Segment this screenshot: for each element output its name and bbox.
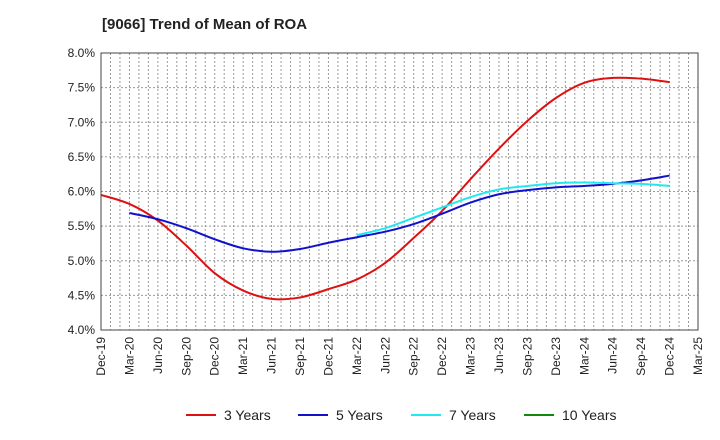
legend-label-10-years: 10 Years: [562, 407, 617, 423]
y-tick-label: 6.0%: [68, 185, 96, 199]
x-tick-label: Mar-21: [236, 337, 250, 375]
x-tick-label: Dec-21: [321, 337, 335, 376]
legend-label-7-years: 7 Years: [449, 407, 496, 423]
x-tick-label: Sep-21: [293, 337, 307, 376]
chart-title: [9066] Trend of Mean of ROA: [102, 16, 308, 33]
x-tick-label: Sep-22: [407, 337, 421, 376]
x-tick-label: Dec-22: [435, 337, 449, 376]
x-tick-label: Dec-23: [549, 337, 563, 376]
x-tick-label: Dec-24: [663, 337, 677, 376]
x-tick-label: Sep-24: [634, 337, 648, 376]
x-tick-label: Dec-19: [94, 337, 108, 376]
x-tick-label: Mar-20: [122, 337, 136, 375]
y-tick-label: 6.5%: [68, 150, 96, 164]
y-axis: 4.0% 4.5% 5.0% 5.5% 6.0% 6.5% 7.0% 7.5% 8.0%: [68, 46, 96, 337]
y-tick-label: 8.0%: [68, 46, 96, 60]
legend: 3 Years 5 Years 7 Years 10 Years: [186, 407, 617, 423]
x-tick-label: Mar-22: [350, 337, 364, 375]
y-tick-label: 4.5%: [68, 288, 96, 302]
x-tick-label: Jun-21: [265, 337, 279, 374]
y-tick-label: 4.0%: [68, 323, 96, 337]
y-tick-label: 5.5%: [68, 219, 96, 233]
x-tick-label: Dec-20: [208, 337, 222, 376]
y-tick-label: 5.0%: [68, 254, 96, 268]
series-line-3-years: [100, 76, 670, 301]
x-tick-label: Mar-25: [691, 337, 705, 375]
x-tick-label: Mar-24: [577, 337, 591, 375]
y-tick-label: 7.5%: [68, 81, 96, 95]
plot-area-frame: [100, 52, 699, 331]
legend-label-3-years: 3 Years: [224, 407, 271, 423]
series-line-7-years: [356, 181, 670, 237]
series-line-5-years: [129, 174, 670, 253]
x-tick-label: Jun-20: [151, 337, 165, 374]
x-tick-label: Sep-20: [179, 337, 193, 376]
x-tick-label: Jun-24: [606, 337, 620, 374]
x-tick-label: Jun-22: [378, 337, 392, 374]
y-tick-label: 7.0%: [68, 115, 96, 129]
legend-label-5-years: 5 Years: [336, 407, 383, 423]
series-lines: [100, 76, 670, 301]
grid: [100, 52, 699, 331]
x-tick-label: Jun-23: [492, 337, 506, 374]
x-tick-label: Mar-23: [464, 337, 478, 375]
x-tick-label: Sep-23: [520, 337, 534, 376]
x-axis: Dec-19 Mar-20 Jun-20 Sep-20 Dec-20 Mar-21 Jun-…: [94, 337, 705, 376]
